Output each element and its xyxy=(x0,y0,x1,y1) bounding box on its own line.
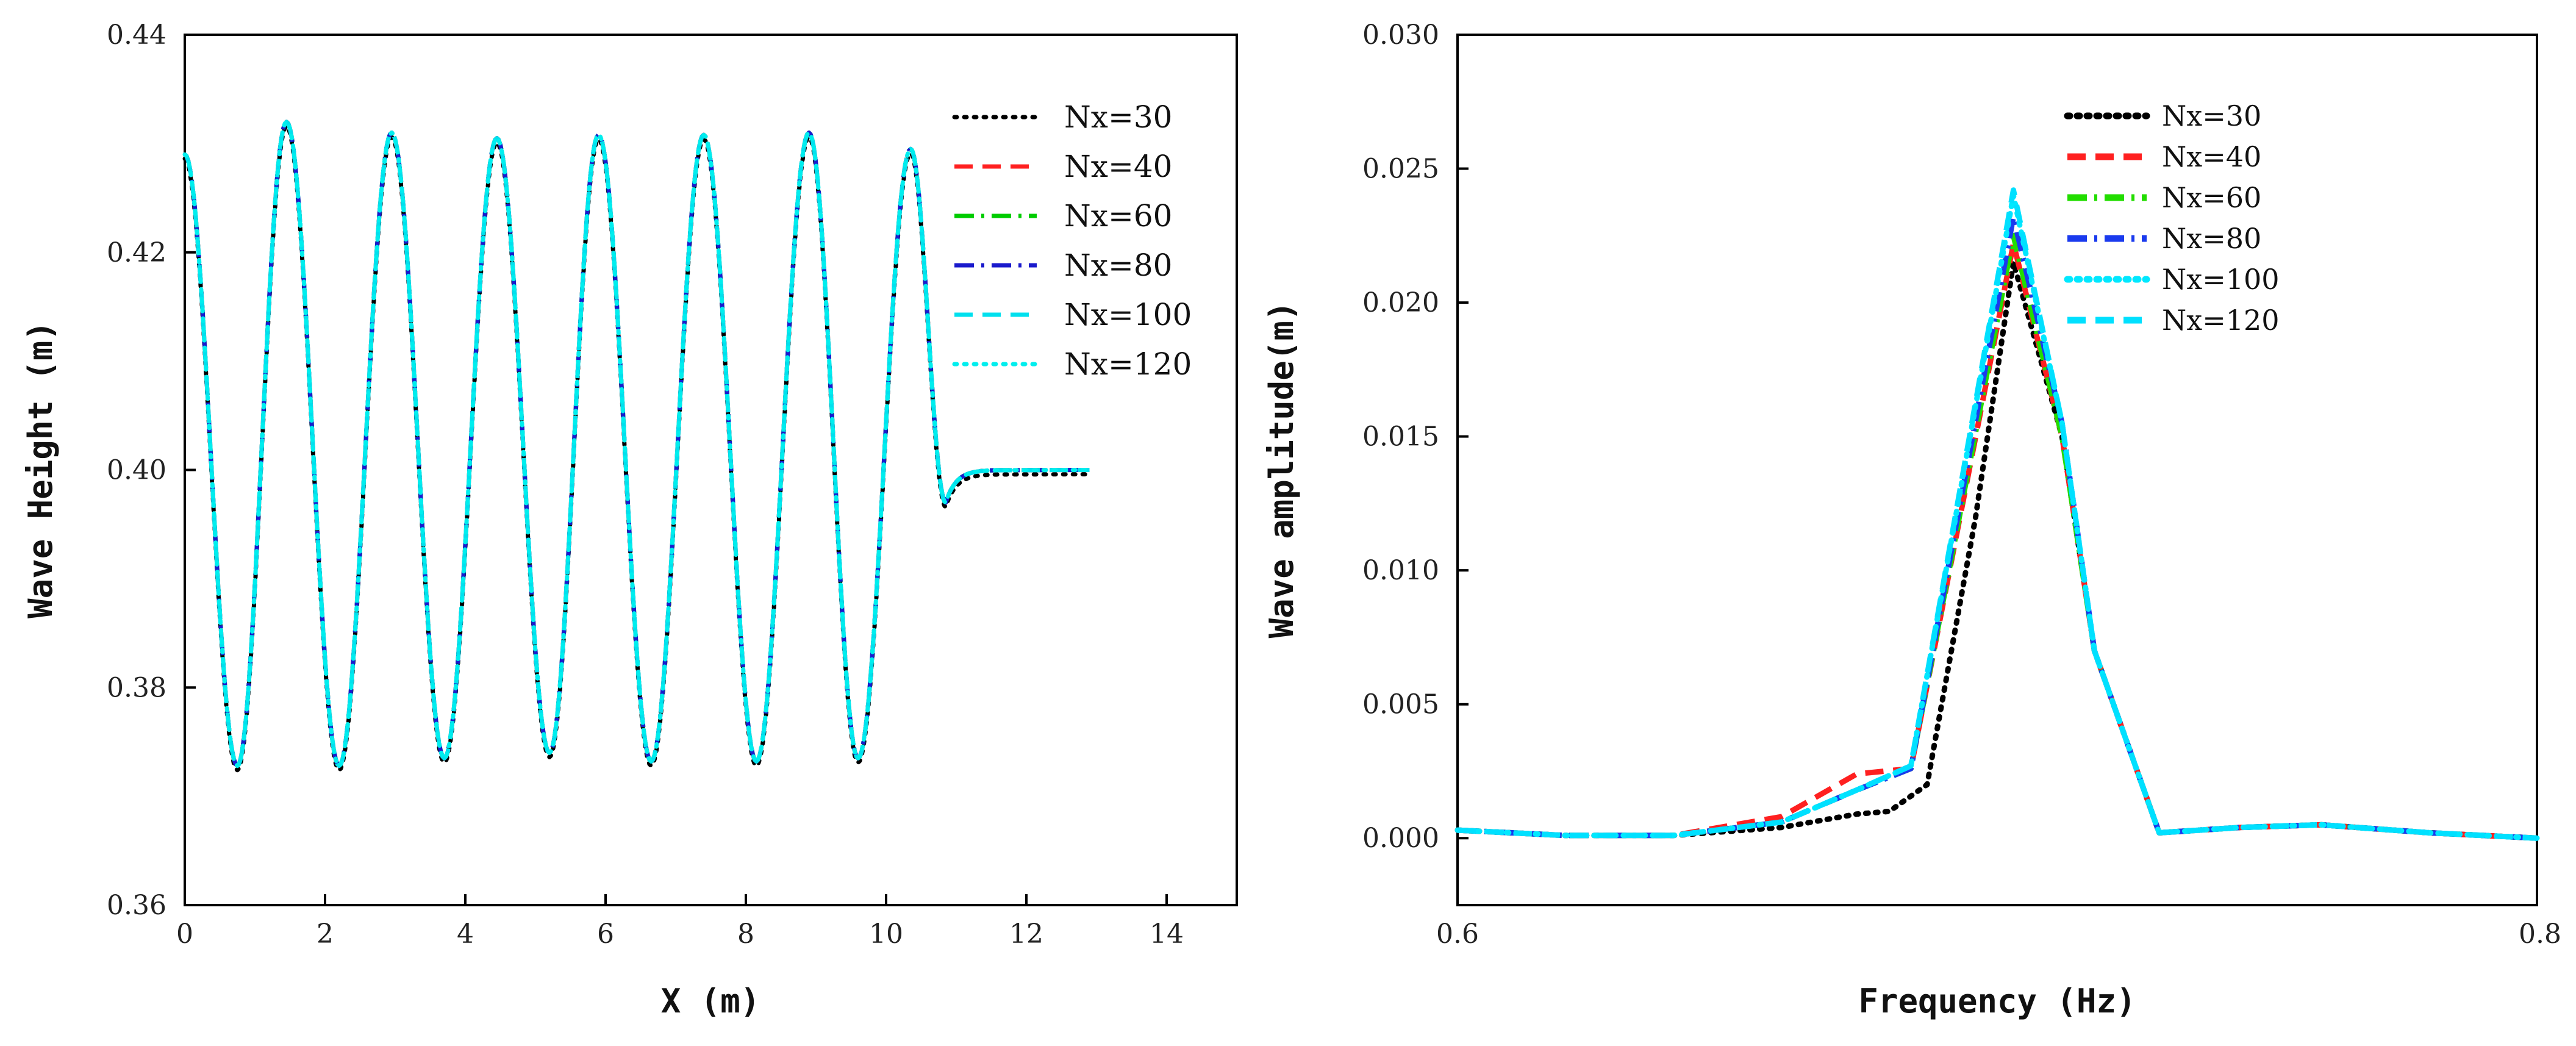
legend-label: Nx=100 xyxy=(1064,297,1192,332)
y-tick-label: 0.005 xyxy=(1362,689,1439,720)
y-tick-label: 0.44 xyxy=(107,20,166,51)
legend-label: Nx=120 xyxy=(1064,346,1192,382)
x-tick-label: 6 xyxy=(597,919,614,950)
legend-label: Nx=40 xyxy=(2162,140,2261,173)
wave-height-chart: 0 2 4 6 8 10 12 140.360.380.400.420.44 Nx=30Nx=… xyxy=(21,20,1238,1020)
legend-label: Nx=80 xyxy=(1064,248,1172,283)
x-tick-label: 10 xyxy=(869,919,903,950)
y-tick-label: 0.36 xyxy=(107,890,166,921)
legend-label: Nx=40 xyxy=(1064,149,1172,184)
x-tick-label: 12 xyxy=(1009,919,1043,950)
legend-label: Nx=100 xyxy=(2162,263,2280,296)
y-tick-label: 0.000 xyxy=(1362,823,1439,854)
x-tick-label: 0.8 xyxy=(2519,919,2561,950)
legend-right: Nx=30 Nx=40 Nx=60 Nx=80 Nx=100 Nx=120 xyxy=(2064,99,2280,337)
y-tick-label: 0.42 xyxy=(107,237,166,268)
x-tick-label: 0 xyxy=(176,919,193,950)
tick-marks-left xyxy=(184,34,1168,906)
legend-label: Nx=30 xyxy=(2162,99,2261,132)
legend-label: Nx=60 xyxy=(2162,181,2261,214)
legend-label: Nx=80 xyxy=(2162,222,2261,255)
y-tick-label: 0.030 xyxy=(1362,20,1439,51)
x-tick-label: 4 xyxy=(457,919,474,950)
series-line xyxy=(1454,259,2540,841)
y-tick-label: 0.010 xyxy=(1362,555,1439,586)
x-tick-label: 2 xyxy=(317,919,334,950)
y-tick-label: 0.025 xyxy=(1362,154,1439,185)
series-line xyxy=(1457,214,2538,841)
tick-marks-right xyxy=(1456,34,2538,905)
y-axis-label-left: Wave Height (m) xyxy=(21,321,60,618)
x-axis-label-right: Frequency (Hz) xyxy=(1858,982,2136,1020)
y-tick-label: 0.38 xyxy=(107,672,166,703)
legend-left: Nx=30 Nx=40 Nx=60 Nx=80 Nx=100 Nx=120 xyxy=(952,99,1192,382)
x-tick-label: 8 xyxy=(737,919,754,950)
y-tick-label: 0.015 xyxy=(1362,421,1439,453)
wave-amplitude-chart: 0.6 0.8 0.000 0.005 0.010 0.015 0.020 0.025 0.03… xyxy=(1262,20,2561,1020)
legend-label: Nx=30 xyxy=(1064,99,1172,135)
series-line xyxy=(182,120,1092,768)
legend-label: Nx=60 xyxy=(1064,198,1172,234)
series-line xyxy=(1454,192,2540,841)
tick-labels-left: 0 2 4 6 8 10 12 14 0.36 0.38 0.40 0.42 0.44 xyxy=(107,20,1184,950)
x-tick-label: 0.6 xyxy=(1436,919,1479,950)
legend-label: Nx=120 xyxy=(2162,304,2280,337)
series-line xyxy=(1457,232,2538,841)
series-line xyxy=(1457,187,2538,841)
y-axis-label-right: Wave amplitude(m) xyxy=(1262,301,1301,639)
x-axis-label-left: X (m) xyxy=(661,982,760,1020)
series-lines-right xyxy=(1454,187,2540,841)
tick-labels-right: 0.6 0.8 0.000 0.005 0.010 0.015 0.020 0.025 0.03… xyxy=(1362,20,2561,950)
series-lines-left xyxy=(182,120,1092,773)
plot-frame-right xyxy=(1456,34,2538,906)
y-tick-label: 0.020 xyxy=(1362,287,1439,318)
x-tick-label: 14 xyxy=(1150,919,1184,950)
y-tick-label: 0.40 xyxy=(107,455,166,486)
